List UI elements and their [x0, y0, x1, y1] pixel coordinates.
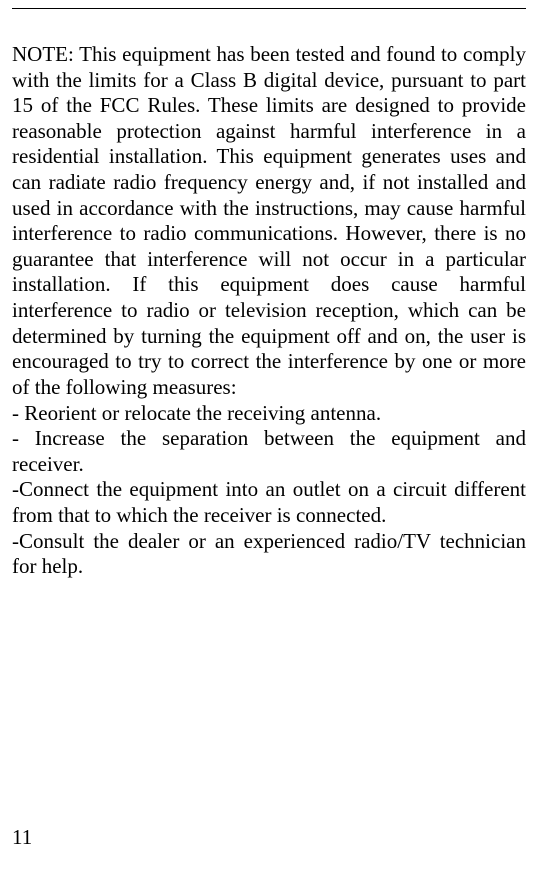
paragraph-note: NOTE: This equipment has been tested and…: [12, 42, 526, 401]
page-number: 11: [12, 825, 32, 850]
bullet-2: - Increase the separation between the eq…: [12, 426, 526, 477]
bullet-4: -Consult the dealer or an experienced ra…: [12, 529, 526, 580]
bullet-1: - Reorient or relocate the receiving ant…: [12, 401, 526, 427]
body-text: NOTE: This equipment has been tested and…: [12, 42, 526, 580]
top-rule: [12, 8, 526, 9]
bullet-3: -Connect the equipment into an outlet on…: [12, 477, 526, 528]
page: NOTE: This equipment has been tested and…: [0, 0, 538, 870]
